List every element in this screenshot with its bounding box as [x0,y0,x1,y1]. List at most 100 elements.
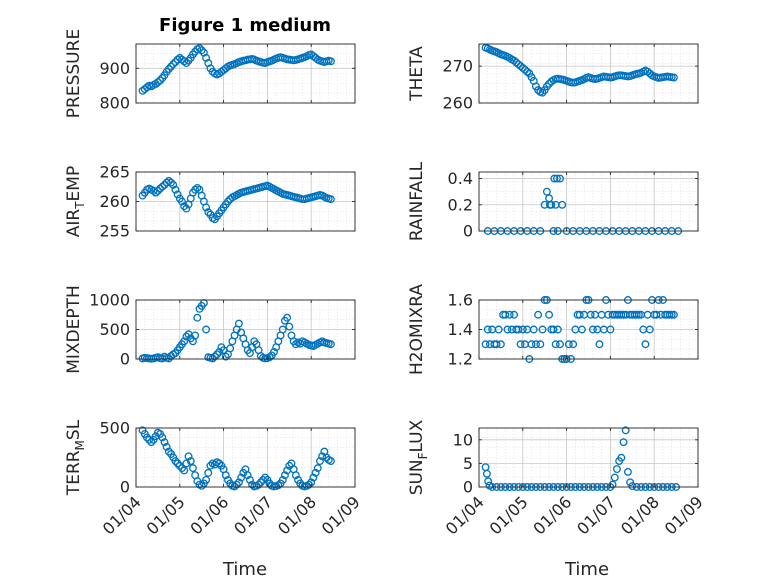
y-tick-label: 255 [99,222,130,241]
y-axis-label: SUNFLUX [407,419,430,495]
data-point [634,310,643,319]
data-point [665,310,674,319]
data-point [224,197,232,206]
axes-box [135,43,356,104]
y-tick-label: 260 [99,192,130,211]
y-tick-label: 260 [442,94,473,113]
data-point [569,340,578,349]
y-tick-label: 5 [463,454,473,473]
data-point [197,46,206,55]
data-point [221,352,230,361]
data-point [184,452,193,461]
subplot-6: 1.2 1.4 1.6 H2OMIXRA [407,284,699,375]
data-point [162,178,171,187]
data-point [326,340,335,349]
data-point [182,204,191,213]
data-point [197,481,206,490]
data-point [164,65,173,73]
data-point [545,310,554,319]
data-point [617,453,626,462]
data-point [188,464,197,473]
data-point [180,466,189,475]
data-point [274,481,283,490]
data-point [180,57,189,66]
data-point [617,310,626,319]
data-point [305,480,313,489]
data-point [496,340,505,349]
data-point [215,459,224,468]
data-point [204,208,213,217]
y-tick-label: 1.2 [448,350,473,369]
data-point [492,340,501,349]
data-point [534,310,543,319]
data-point [243,471,252,480]
data-point [164,447,173,456]
data-point [529,325,538,334]
data-point [510,310,518,319]
data-point [483,325,492,334]
data-point [645,325,654,334]
data-point [514,325,523,334]
data-point [210,352,219,361]
data-point [283,313,292,322]
data-point [564,340,573,349]
y-axis-label: AIRTEMP [64,166,87,237]
y-axis-label: RAINFALL [407,161,427,241]
data-point [164,176,173,185]
data-point [326,457,335,465]
y-tick-label: 1000 [89,291,130,310]
data-point [195,44,204,53]
data-point [669,310,678,319]
data-point [608,480,617,489]
data-point [523,67,532,76]
data-point [482,469,491,478]
data-point [208,354,217,363]
data-point [158,433,167,442]
data-point [180,337,189,346]
data-point [245,475,254,484]
data-point [326,195,335,204]
data-point [254,480,263,489]
y-tick-label: 270 [442,57,473,76]
x-axis-label-right: Time [564,559,609,580]
data-point [215,347,224,356]
data-point [484,477,493,486]
data-point [162,442,171,451]
data-point [280,471,289,480]
data-point [588,325,597,334]
data-point [206,461,215,470]
axes-box [478,427,699,488]
x-tick-label: 01/08 [617,492,663,538]
data-point [202,203,211,212]
data-point [553,325,562,334]
data-point [309,473,318,482]
data-point [516,340,525,349]
data-point [261,473,270,482]
x-tick-label: 01/05 [143,492,189,538]
data-point [169,181,178,189]
data-point [186,457,195,465]
data-point [270,347,278,356]
data-point [311,468,320,477]
data-point [173,190,182,199]
data-point [527,340,536,349]
data-point [182,459,191,468]
data-point [316,457,324,465]
data-point [652,310,661,319]
data-point [230,482,239,491]
data-point [182,59,191,68]
data-point [291,471,300,480]
y-tick-label: 0 [120,350,130,369]
data-point [613,465,621,474]
x-tick-label: 01/06 [186,492,232,538]
x-tick-label: 01/07 [230,492,276,538]
y-tick-label: 0 [463,222,473,241]
data-point [606,325,615,334]
data-point [558,200,567,209]
data-point [278,475,287,484]
data-point [586,310,595,319]
data-point [221,471,230,480]
data-point [550,174,559,183]
